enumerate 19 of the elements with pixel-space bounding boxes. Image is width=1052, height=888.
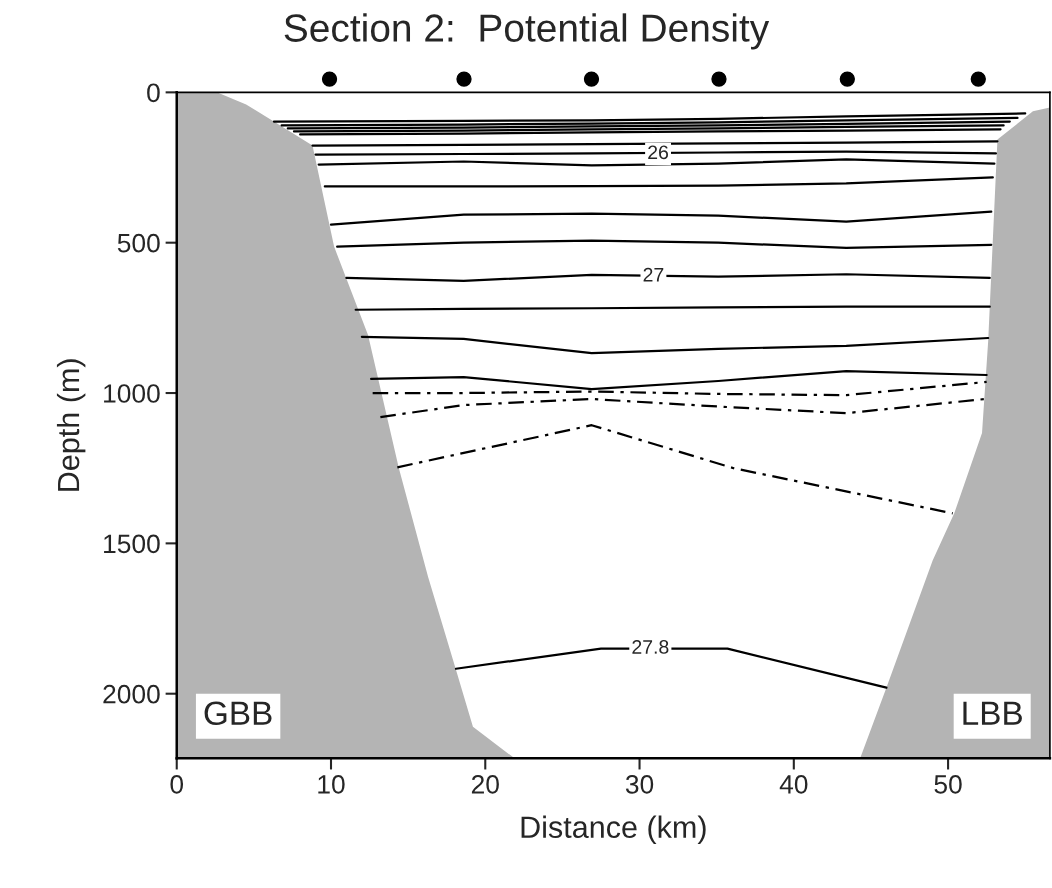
x-tick-label: 0	[170, 775, 184, 794]
annotation: 26	[648, 145, 669, 160]
x-tick-label: 10	[318, 775, 345, 794]
y-tick-label: 500	[117, 233, 160, 253]
annotation: 27.8	[632, 640, 669, 654]
y-tick-label: 1000	[104, 384, 160, 403]
x-axis-title: Distance (km)	[521, 815, 706, 845]
x-tick-label: 20	[471, 775, 499, 794]
chart-title: Section 2: Potential Density	[284, 13, 770, 50]
annotation: GBB	[204, 701, 272, 726]
y-axis-title: Depth (m)	[56, 359, 86, 491]
annotation: 27	[643, 267, 664, 282]
x-tick-label: 50	[934, 775, 962, 794]
y-tick-label: 0	[147, 83, 160, 103]
x-tick-label: 40	[779, 775, 808, 794]
y-tick-label: 2000	[103, 684, 160, 704]
y-tick-label: 1500	[104, 534, 160, 554]
x-tick-label: 30	[625, 775, 654, 794]
annotation: LBB	[963, 701, 1022, 725]
